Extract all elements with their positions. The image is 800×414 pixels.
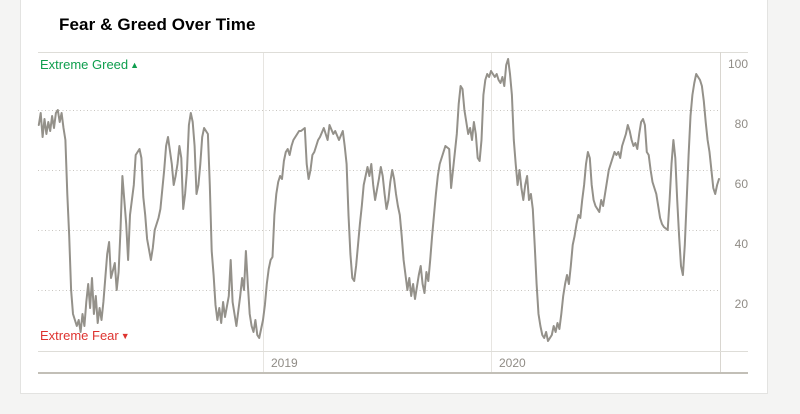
y-axis-tick-label-80: 80	[734, 117, 748, 131]
extreme-fear-annotation: Extreme Fear ▼	[40, 329, 130, 343]
x-axis-tick-label-2019: 2019	[271, 356, 298, 370]
extreme-greed-label: Extreme Greed	[40, 57, 129, 72]
y-axis-tick-label-40: 40	[734, 237, 748, 251]
down-arrow-icon: ▼	[120, 331, 130, 341]
y-axis-tick-label-60: 60	[734, 177, 748, 191]
y-axis-tick-label-100: 100	[727, 57, 748, 71]
up-arrow-icon: ▲	[130, 60, 140, 70]
chart-title: Fear & Greed Over Time	[59, 15, 256, 34]
chart-plot-area[interactable]	[38, 52, 720, 351]
y-axis-tick-label-20: 20	[734, 297, 748, 311]
extreme-greed-annotation: Extreme Greed ▲	[40, 58, 139, 72]
x-axis-tick-label-2020: 2020	[499, 356, 526, 370]
extreme-fear-label: Extreme Fear	[40, 328, 119, 343]
